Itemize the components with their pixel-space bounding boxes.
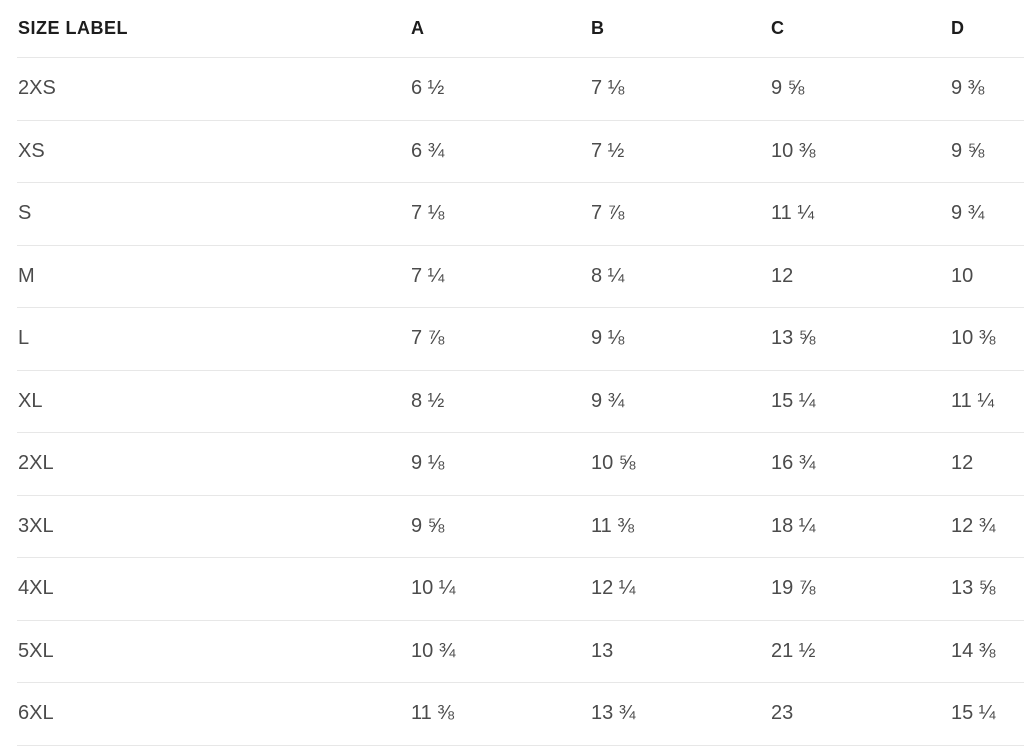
value-cell: 9 ⅛: [591, 307, 771, 371]
size-label-cell: XL: [17, 370, 411, 433]
value-cell: 6 ½: [411, 57, 591, 121]
value-cell: 23: [771, 682, 951, 746]
value-cell: 10 ¼: [411, 557, 591, 621]
size-chart-table: SIZE LABEL A B C D 2XS 6 ½ 7 ⅛ 9 ⅝ 9 ⅜ X…: [17, 0, 1024, 746]
column-header-size-label: SIZE LABEL: [17, 0, 411, 58]
value-cell: 13 ⅝: [951, 557, 1024, 621]
value-cell: 7 ⅛: [591, 57, 771, 121]
size-label-cell: L: [17, 307, 411, 371]
value-cell: 7 ½: [591, 120, 771, 183]
size-chart: SIZE LABEL A B C D 2XS 6 ½ 7 ⅛ 9 ⅝ 9 ⅜ X…: [17, 0, 1024, 746]
size-label-cell: 2XL: [17, 432, 411, 496]
value-cell: 11 ¼: [771, 182, 951, 246]
value-cell: 13 ⅝: [771, 307, 951, 371]
value-cell: 18 ¼: [771, 495, 951, 558]
table-row: 4XL 10 ¼ 12 ¼ 19 ⅞ 13 ⅝: [17, 557, 1024, 621]
column-header-c: C: [771, 0, 951, 58]
value-cell: 9 ⅝: [411, 495, 591, 558]
column-header-b: B: [591, 0, 771, 58]
value-cell: 7 ¼: [411, 245, 591, 308]
column-header-d: D: [951, 0, 1024, 58]
value-cell: 10 ⅝: [591, 432, 771, 496]
table-row: L 7 ⅞ 9 ⅛ 13 ⅝ 10 ⅜: [17, 307, 1024, 371]
size-label-cell: XS: [17, 120, 411, 183]
value-cell: 9 ⅜: [951, 57, 1024, 121]
value-cell: 12: [771, 245, 951, 308]
value-cell: 9 ⅛: [411, 432, 591, 496]
value-cell: 10 ⅜: [771, 120, 951, 183]
value-cell: 10: [951, 245, 1024, 308]
size-label-cell: M: [17, 245, 411, 308]
value-cell: 8 ¼: [591, 245, 771, 308]
value-cell: 10 ¾: [411, 620, 591, 683]
value-cell: 9 ¾: [591, 370, 771, 433]
value-cell: 7 ⅞: [591, 182, 771, 246]
table-row: 3XL 9 ⅝ 11 ⅜ 18 ¼ 12 ¾: [17, 495, 1024, 558]
size-label-cell: 5XL: [17, 620, 411, 683]
size-label-cell: 4XL: [17, 557, 411, 621]
table-row: 2XL 9 ⅛ 10 ⅝ 16 ¾ 12: [17, 432, 1024, 496]
size-label-cell: 2XS: [17, 57, 411, 121]
header-row: SIZE LABEL A B C D: [17, 0, 1024, 58]
value-cell: 12: [951, 432, 1024, 496]
table-row: 2XS 6 ½ 7 ⅛ 9 ⅝ 9 ⅜: [17, 57, 1024, 121]
size-label-cell: 3XL: [17, 495, 411, 558]
value-cell: 12 ¾: [951, 495, 1024, 558]
value-cell: 10 ⅜: [951, 307, 1024, 371]
value-cell: 11 ⅜: [411, 682, 591, 746]
value-cell: 11 ¼: [951, 370, 1024, 433]
table-row: 6XL 11 ⅜ 13 ¾ 23 15 ¼: [17, 682, 1024, 746]
value-cell: 11 ⅜: [591, 495, 771, 558]
table-body: 2XS 6 ½ 7 ⅛ 9 ⅝ 9 ⅜ XS 6 ¾ 7 ½ 10 ⅜ 9 ⅝ …: [17, 57, 1024, 746]
table-row: S 7 ⅛ 7 ⅞ 11 ¼ 9 ¾: [17, 182, 1024, 246]
table-row: XS 6 ¾ 7 ½ 10 ⅜ 9 ⅝: [17, 120, 1024, 183]
table-row: 5XL 10 ¾ 13 21 ½ 14 ⅜: [17, 620, 1024, 683]
size-chart-header: SIZE LABEL A B C D: [17, 0, 1024, 58]
value-cell: 16 ¾: [771, 432, 951, 496]
value-cell: 8 ½: [411, 370, 591, 433]
value-cell: 7 ⅞: [411, 307, 591, 371]
value-cell: 12 ¼: [591, 557, 771, 621]
value-cell: 9 ⅝: [951, 120, 1024, 183]
value-cell: 21 ½: [771, 620, 951, 683]
value-cell: 9 ⅝: [771, 57, 951, 121]
value-cell: 7 ⅛: [411, 182, 591, 246]
size-label-cell: 6XL: [17, 682, 411, 746]
value-cell: 15 ¼: [771, 370, 951, 433]
value-cell: 14 ⅜: [951, 620, 1024, 683]
value-cell: 15 ¼: [951, 682, 1024, 746]
value-cell: 9 ¾: [951, 182, 1024, 246]
value-cell: 6 ¾: [411, 120, 591, 183]
size-label-cell: S: [17, 182, 411, 246]
value-cell: 19 ⅞: [771, 557, 951, 621]
column-header-a: A: [411, 0, 591, 58]
table-row: M 7 ¼ 8 ¼ 12 10: [17, 245, 1024, 308]
table-row: XL 8 ½ 9 ¾ 15 ¼ 11 ¼: [17, 370, 1024, 433]
value-cell: 13: [591, 620, 771, 683]
value-cell: 13 ¾: [591, 682, 771, 746]
